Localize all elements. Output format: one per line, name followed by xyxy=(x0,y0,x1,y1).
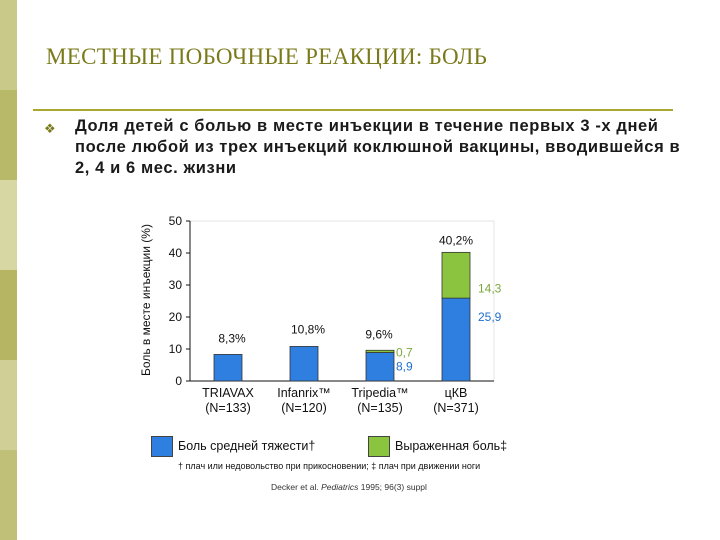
legend-label-moderate: Боль средней тяжести† xyxy=(178,439,316,453)
sidebar-stripe xyxy=(0,450,17,540)
title-divider xyxy=(33,109,673,111)
bar-severe xyxy=(365,349,395,353)
sidebar-stripe xyxy=(0,90,17,180)
data-label-severe: 14,3 xyxy=(478,281,502,295)
data-label-total: 40,2% xyxy=(439,233,473,247)
y-tick-label: 0 xyxy=(175,374,182,388)
diamond-bullet-icon: ❖ xyxy=(44,121,56,136)
x-tick-label: TRIAVAX xyxy=(202,386,254,400)
source-journal: Pediatrics xyxy=(321,482,359,492)
bar-moderate xyxy=(213,354,243,382)
x-tick-label: Tripedia™ xyxy=(351,386,408,400)
bar-severe xyxy=(441,251,471,299)
y-tick-label: 30 xyxy=(169,278,183,292)
bar-moderate xyxy=(365,352,395,382)
y-tick-label: 50 xyxy=(169,214,183,228)
decorative-sidebar xyxy=(0,0,17,540)
source-details: 1995; 96(3) suppl xyxy=(358,482,427,492)
legend-label-severe: Выраженная боль‡ xyxy=(395,439,508,453)
data-label-moderate: 25,9 xyxy=(478,310,502,324)
x-tick-sublabel: (N=135) xyxy=(357,401,403,415)
y-tick-label: 20 xyxy=(169,310,183,324)
sidebar-stripe xyxy=(0,180,17,270)
sidebar-stripe xyxy=(0,270,17,360)
slide-title: МЕСТНЫЕ ПОБОЧНЫЕ РЕАКЦИИ: БОЛЬ xyxy=(46,44,488,69)
source-citation: Decker et al. Pediatrics 1995; 96(3) sup… xyxy=(271,482,427,492)
data-label-moderate: 8,9 xyxy=(396,359,413,373)
bullet-text: Доля детей с болью в месте инъекции в те… xyxy=(75,117,681,177)
x-tick-sublabel: (N=371) xyxy=(433,401,479,415)
legend-swatch-severe xyxy=(368,436,390,457)
data-label-total: 10,8% xyxy=(291,322,325,336)
y-tick-label: 10 xyxy=(169,342,183,356)
footnote: † плач или недовольство при прикосновени… xyxy=(178,461,481,471)
data-label-severe: 0,7 xyxy=(396,345,413,359)
sidebar-stripe xyxy=(0,360,17,450)
x-tick-sublabel: (N=120) xyxy=(281,401,327,415)
x-tick-sublabel: (N=133) xyxy=(205,401,251,415)
data-label-total: 9,6% xyxy=(365,327,393,341)
x-tick-label: Infanrix™ xyxy=(277,386,331,400)
bar-moderate xyxy=(289,346,319,382)
x-tick-label: цКВ xyxy=(445,386,468,400)
data-label-total: 8,3% xyxy=(218,331,246,345)
source-authors: Decker et al. xyxy=(271,482,322,492)
legend-swatch-moderate xyxy=(151,436,173,457)
bar-moderate xyxy=(441,297,471,382)
y-tick-label: 40 xyxy=(169,246,183,260)
sidebar-stripe xyxy=(0,0,17,90)
